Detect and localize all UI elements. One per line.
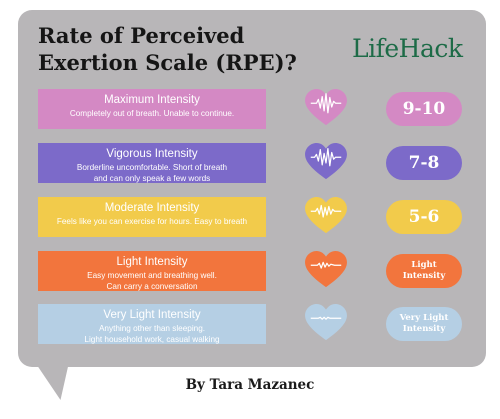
- rating-badge: 5-6: [386, 200, 462, 234]
- level-description-box: Very Light Intensity Anything other than …: [38, 304, 266, 344]
- rpe-level-row: Very Light Intensity Anything other than …: [0, 303, 500, 344]
- level-description-line-1: Borderline uncomfortable. Short of breat…: [76, 163, 228, 172]
- level-description-box: Light Intensity Easy movement and breathi…: [38, 251, 266, 291]
- heart-pulse-icon: [303, 196, 349, 236]
- level-description-line-2: Can carry a conversation: [106, 282, 198, 291]
- rating-badge: Very Light Intensity: [386, 307, 462, 341]
- level-description-line-1: Feels like you can exercise for hours. E…: [56, 217, 248, 226]
- heart-pulse-icon: [303, 88, 349, 128]
- level-name: Vigorous Intensity: [106, 148, 198, 160]
- lifehack-logo: LifeHack: [352, 34, 463, 63]
- level-description-box: Vigorous Intensity Borderline uncomfortab…: [38, 143, 266, 183]
- page-title: Rate of Perceived Exertion Scale (RPE)?: [38, 23, 297, 75]
- level-description-box: Maximum Intensity Completely out of breat…: [38, 89, 266, 129]
- level-description-line-2: Light household work, casual walking: [84, 335, 220, 344]
- rpe-level-row: Maximum Intensity Completely out of breat…: [0, 88, 500, 129]
- level-name: Light Intensity: [116, 256, 188, 268]
- rpe-level-row: Light Intensity Easy movement and breathi…: [0, 250, 500, 291]
- level-description-line-1: Anything other than sleeping.: [98, 324, 206, 333]
- rating-badge: Light Intensity: [386, 254, 462, 288]
- heart-pulse-icon: [303, 142, 349, 182]
- rpe-level-row: Vigorous Intensity Borderline uncomfortab…: [0, 142, 500, 183]
- author-byline: By Tara Mazanec: [185, 377, 315, 393]
- heart-pulse-icon: [303, 250, 349, 290]
- rpe-level-row: Moderate Intensity Feels like you can exe…: [0, 196, 500, 237]
- heart-pulse-icon: [303, 303, 349, 343]
- level-description-line-2: and can only speak a few words: [93, 174, 211, 183]
- rating-badge: 9-10: [386, 92, 462, 126]
- rating-text: 7-8: [408, 153, 440, 173]
- rating-text: Very Light Intensity: [399, 313, 449, 334]
- level-description-line-1: Easy movement and breathing well.: [87, 271, 217, 280]
- level-description-box: Moderate Intensity Feels like you can exe…: [38, 197, 266, 237]
- rating-text: 9-10: [402, 99, 446, 119]
- level-name: Maximum Intensity: [104, 94, 200, 106]
- level-name: Very Light Intensity: [103, 309, 201, 321]
- rating-text: Light Intensity: [402, 260, 446, 281]
- level-description-line-1: Completely out of breath. Unable to cont…: [69, 109, 235, 118]
- level-name: Moderate Intensity: [104, 202, 200, 214]
- rating-badge: 7-8: [386, 146, 462, 180]
- rating-text: 5-6: [408, 207, 440, 227]
